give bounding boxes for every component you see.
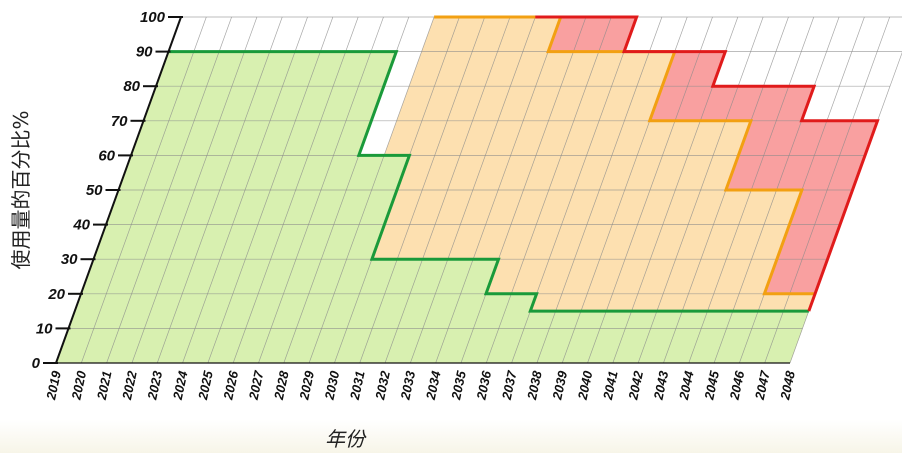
x-tick-label: 2022 [119,369,140,402]
series-2-line [434,15,815,296]
x-tick-label: 2045 [701,369,722,402]
x-tick-label: 2048 [777,369,798,402]
x-tick-label: 2036 [473,369,494,402]
grid-lines [55,16,902,364]
x-tick-label: 2046 [726,369,747,402]
x-tick-label: 2040 [575,369,596,402]
x-tick-label: 2030 [321,369,342,402]
x-tick-label: 2039 [549,369,570,402]
x-tick-label: 2031 [347,370,368,402]
y-tick-label: 70 [111,113,128,130]
y-tick-label: 60 [98,147,115,164]
x-tick-label: 2021 [94,370,115,402]
x-tick-label: 2035 [448,369,469,402]
x-tick-label: 2041 [600,370,621,402]
x-tick-label: 2019 [43,369,64,402]
series-3-line [535,15,880,312]
x-tick-label: 2047 [752,369,773,402]
x-tick-label: 2033 [397,369,418,402]
y-tick-label: 90 [136,44,153,61]
x-tick-label: 2024 [170,369,191,402]
y-tick-label: 50 [86,182,103,199]
x-tick-label: 2038 [524,369,545,402]
y-tick-label: 0 [32,355,41,372]
x-tick-label: 2037 [499,369,520,402]
x-tick-label: 2032 [372,369,393,402]
y-tick-label: 10 [36,320,53,337]
axes [43,16,790,364]
y-axis-title: 使用量的百分比% [9,110,33,269]
y-tick-label: 20 [47,286,65,303]
x-tick-label: 2027 [246,369,267,402]
y-tick-labels: 0 10 20 30 40 50 60 70 80 90 100 [32,9,166,372]
x-tick-label: 2042 [625,369,646,402]
y-tick-label: 80 [123,78,140,95]
y-tick-label: 100 [140,9,166,26]
x-tick-label: 2028 [271,369,292,402]
series-1-line [168,50,809,313]
x-tick-label: 2034 [423,369,444,402]
bottom-background-band [0,420,902,453]
y-tick-label: 40 [72,217,90,234]
series-1-area [56,51,809,363]
x-tick-label: 2026 [220,369,241,402]
series-lines [168,15,880,313]
x-tick-labels: 2019 2020 2021 2022 2023 2024 2025 2026 2027 2028… [43,369,798,402]
x-tick-label: 2025 [195,369,216,402]
x-axis-title: 年份 [325,427,367,451]
x-tick-label: 2043 [650,369,671,402]
x-tick-label: 2044 [676,369,697,402]
x-tick-label: 2023 [144,369,165,402]
y-tick-label: 30 [61,251,78,268]
x-tick-label: 2020 [68,369,89,402]
x-tick-label: 2029 [296,369,317,402]
